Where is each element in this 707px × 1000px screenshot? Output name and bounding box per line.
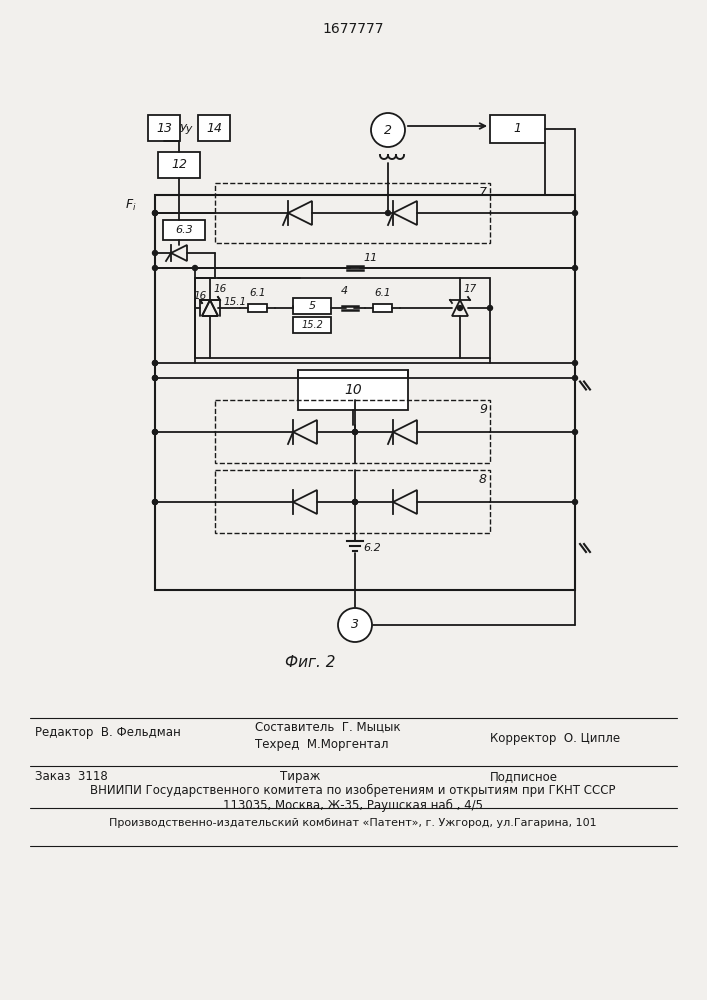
- Text: 11: 11: [363, 253, 378, 263]
- Circle shape: [153, 499, 158, 504]
- Bar: [248, 304, 267, 312]
- Bar: [293, 298, 331, 314]
- Text: Корректор  О. Ципле: Корректор О. Ципле: [490, 732, 620, 745]
- Text: 113035, Москва, Ж-35, Раушская наб., 4/5: 113035, Москва, Ж-35, Раушская наб., 4/5: [223, 799, 483, 812]
- Circle shape: [353, 430, 358, 434]
- Text: 15.1: 15.1: [223, 297, 246, 307]
- Circle shape: [488, 306, 493, 310]
- Text: 3: 3: [351, 618, 359, 632]
- Circle shape: [153, 430, 158, 434]
- Text: 15.2: 15.2: [301, 320, 323, 330]
- Circle shape: [153, 211, 158, 216]
- Circle shape: [153, 499, 158, 504]
- Circle shape: [573, 375, 578, 380]
- Bar: [198, 115, 230, 141]
- Circle shape: [457, 306, 462, 310]
- Text: 6.1: 6.1: [374, 288, 391, 298]
- Circle shape: [192, 265, 197, 270]
- Circle shape: [153, 360, 158, 365]
- Bar: [155, 195, 575, 590]
- Circle shape: [153, 430, 158, 434]
- Text: Составитель  Г. Мыцык: Составитель Г. Мыцык: [255, 720, 401, 733]
- Text: Заказ  3118: Заказ 3118: [35, 770, 107, 783]
- Bar: [158, 152, 200, 178]
- Circle shape: [338, 608, 372, 642]
- Circle shape: [573, 430, 578, 434]
- Text: 9: 9: [479, 403, 487, 416]
- Bar: [215, 400, 490, 463]
- Text: 13: 13: [156, 121, 172, 134]
- Text: Подписное: Подписное: [490, 770, 558, 783]
- Text: 6.3: 6.3: [175, 225, 193, 235]
- Text: ВНИИПИ Государственного комитета по изобретениям и открытиям при ГКНТ СССР: ВНИИПИ Государственного комитета по изоб…: [90, 784, 616, 797]
- Circle shape: [153, 360, 158, 365]
- Bar: [163, 220, 205, 240]
- Circle shape: [153, 375, 158, 380]
- Text: 8: 8: [479, 473, 487, 486]
- Circle shape: [153, 250, 158, 255]
- Circle shape: [353, 499, 358, 504]
- Text: Редактор  В. Фельдман: Редактор В. Фельдман: [35, 726, 181, 739]
- Circle shape: [371, 113, 405, 147]
- Text: 16: 16: [213, 284, 226, 294]
- Text: 14: 14: [206, 121, 222, 134]
- Text: 7: 7: [479, 186, 487, 199]
- Circle shape: [153, 375, 158, 380]
- Bar: [298, 370, 408, 410]
- Text: 17: 17: [463, 284, 477, 294]
- Text: 6.2: 6.2: [363, 543, 381, 553]
- Circle shape: [385, 211, 390, 216]
- Circle shape: [353, 499, 358, 504]
- Text: 10: 10: [344, 383, 362, 397]
- Bar: [215, 470, 490, 533]
- Text: 12: 12: [171, 158, 187, 172]
- Circle shape: [573, 499, 578, 504]
- Text: $F_i$: $F_i$: [125, 197, 137, 213]
- Text: 4: 4: [341, 286, 348, 296]
- Text: Тираж: Тираж: [280, 770, 320, 783]
- Text: Фиг. 2: Фиг. 2: [285, 655, 335, 670]
- Bar: [148, 115, 180, 141]
- Circle shape: [573, 265, 578, 270]
- Bar: [490, 115, 545, 143]
- Circle shape: [573, 211, 578, 216]
- Bar: [373, 304, 392, 312]
- Bar: [195, 278, 490, 358]
- Circle shape: [353, 430, 358, 434]
- Text: 1677777: 1677777: [322, 22, 384, 36]
- Text: 16: 16: [194, 291, 207, 301]
- Bar: [215, 183, 490, 243]
- Text: 1: 1: [513, 122, 521, 135]
- Text: Производственно-издательский комбинат «Патент», г. Ужгород, ул.Гагарина, 101: Производственно-издательский комбинат «П…: [109, 818, 597, 828]
- Bar: [293, 317, 331, 333]
- Circle shape: [153, 211, 158, 216]
- Text: 6.1: 6.1: [250, 288, 266, 298]
- Circle shape: [573, 360, 578, 365]
- Text: 5: 5: [308, 301, 315, 311]
- Text: Уу: Уу: [180, 124, 193, 134]
- Circle shape: [153, 265, 158, 270]
- Text: Техред  М.Моргентал: Техред М.Моргентал: [255, 738, 389, 751]
- Text: 2: 2: [384, 123, 392, 136]
